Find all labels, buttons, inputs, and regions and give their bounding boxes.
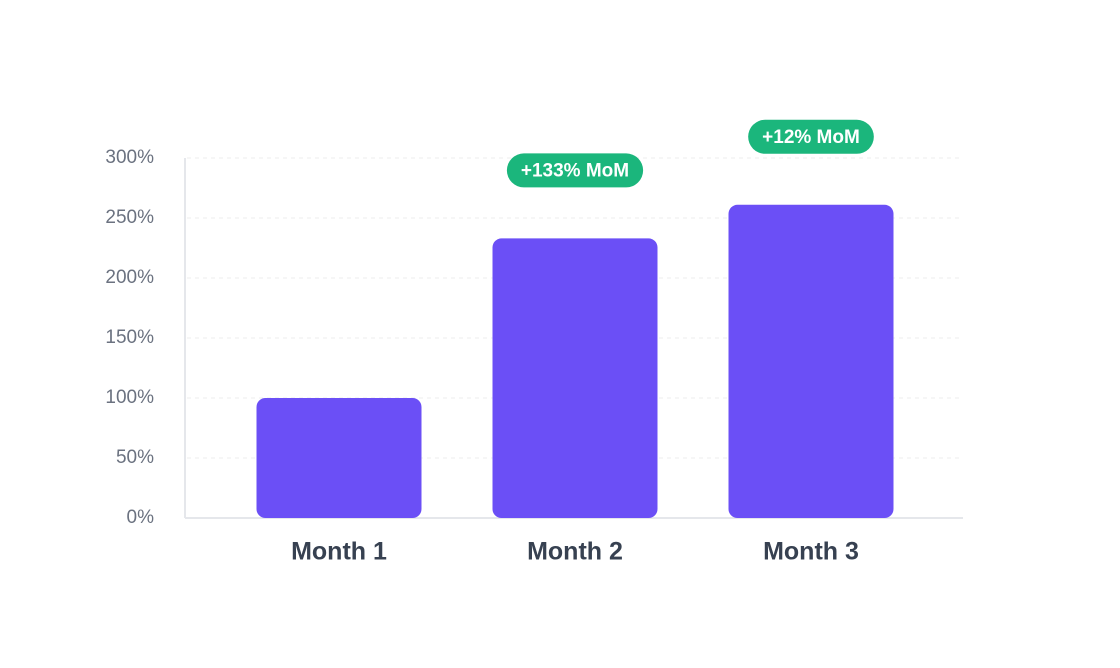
annotation: +12% MoM bbox=[762, 127, 860, 148]
y-tick-label: 0% bbox=[127, 507, 155, 528]
x-tick-label: Month 3 bbox=[763, 538, 859, 566]
bar bbox=[728, 204, 894, 519]
bar bbox=[256, 398, 422, 518]
bar bbox=[492, 238, 658, 518]
y-tick-label: 250% bbox=[105, 207, 154, 228]
y-tick-label: 150% bbox=[105, 327, 154, 348]
y-tick-label: 200% bbox=[105, 267, 154, 288]
y-tick-label: 100% bbox=[105, 387, 154, 408]
annotation-pill bbox=[748, 119, 874, 154]
annotation-pill bbox=[506, 153, 644, 188]
annotation: +133% MoM bbox=[521, 160, 629, 181]
x-tick-label: Month 1 bbox=[291, 538, 387, 566]
y-tick-label: 300% bbox=[105, 147, 154, 168]
x-tick-label: Month 2 bbox=[527, 538, 623, 566]
y-tick-label: 50% bbox=[116, 447, 154, 468]
